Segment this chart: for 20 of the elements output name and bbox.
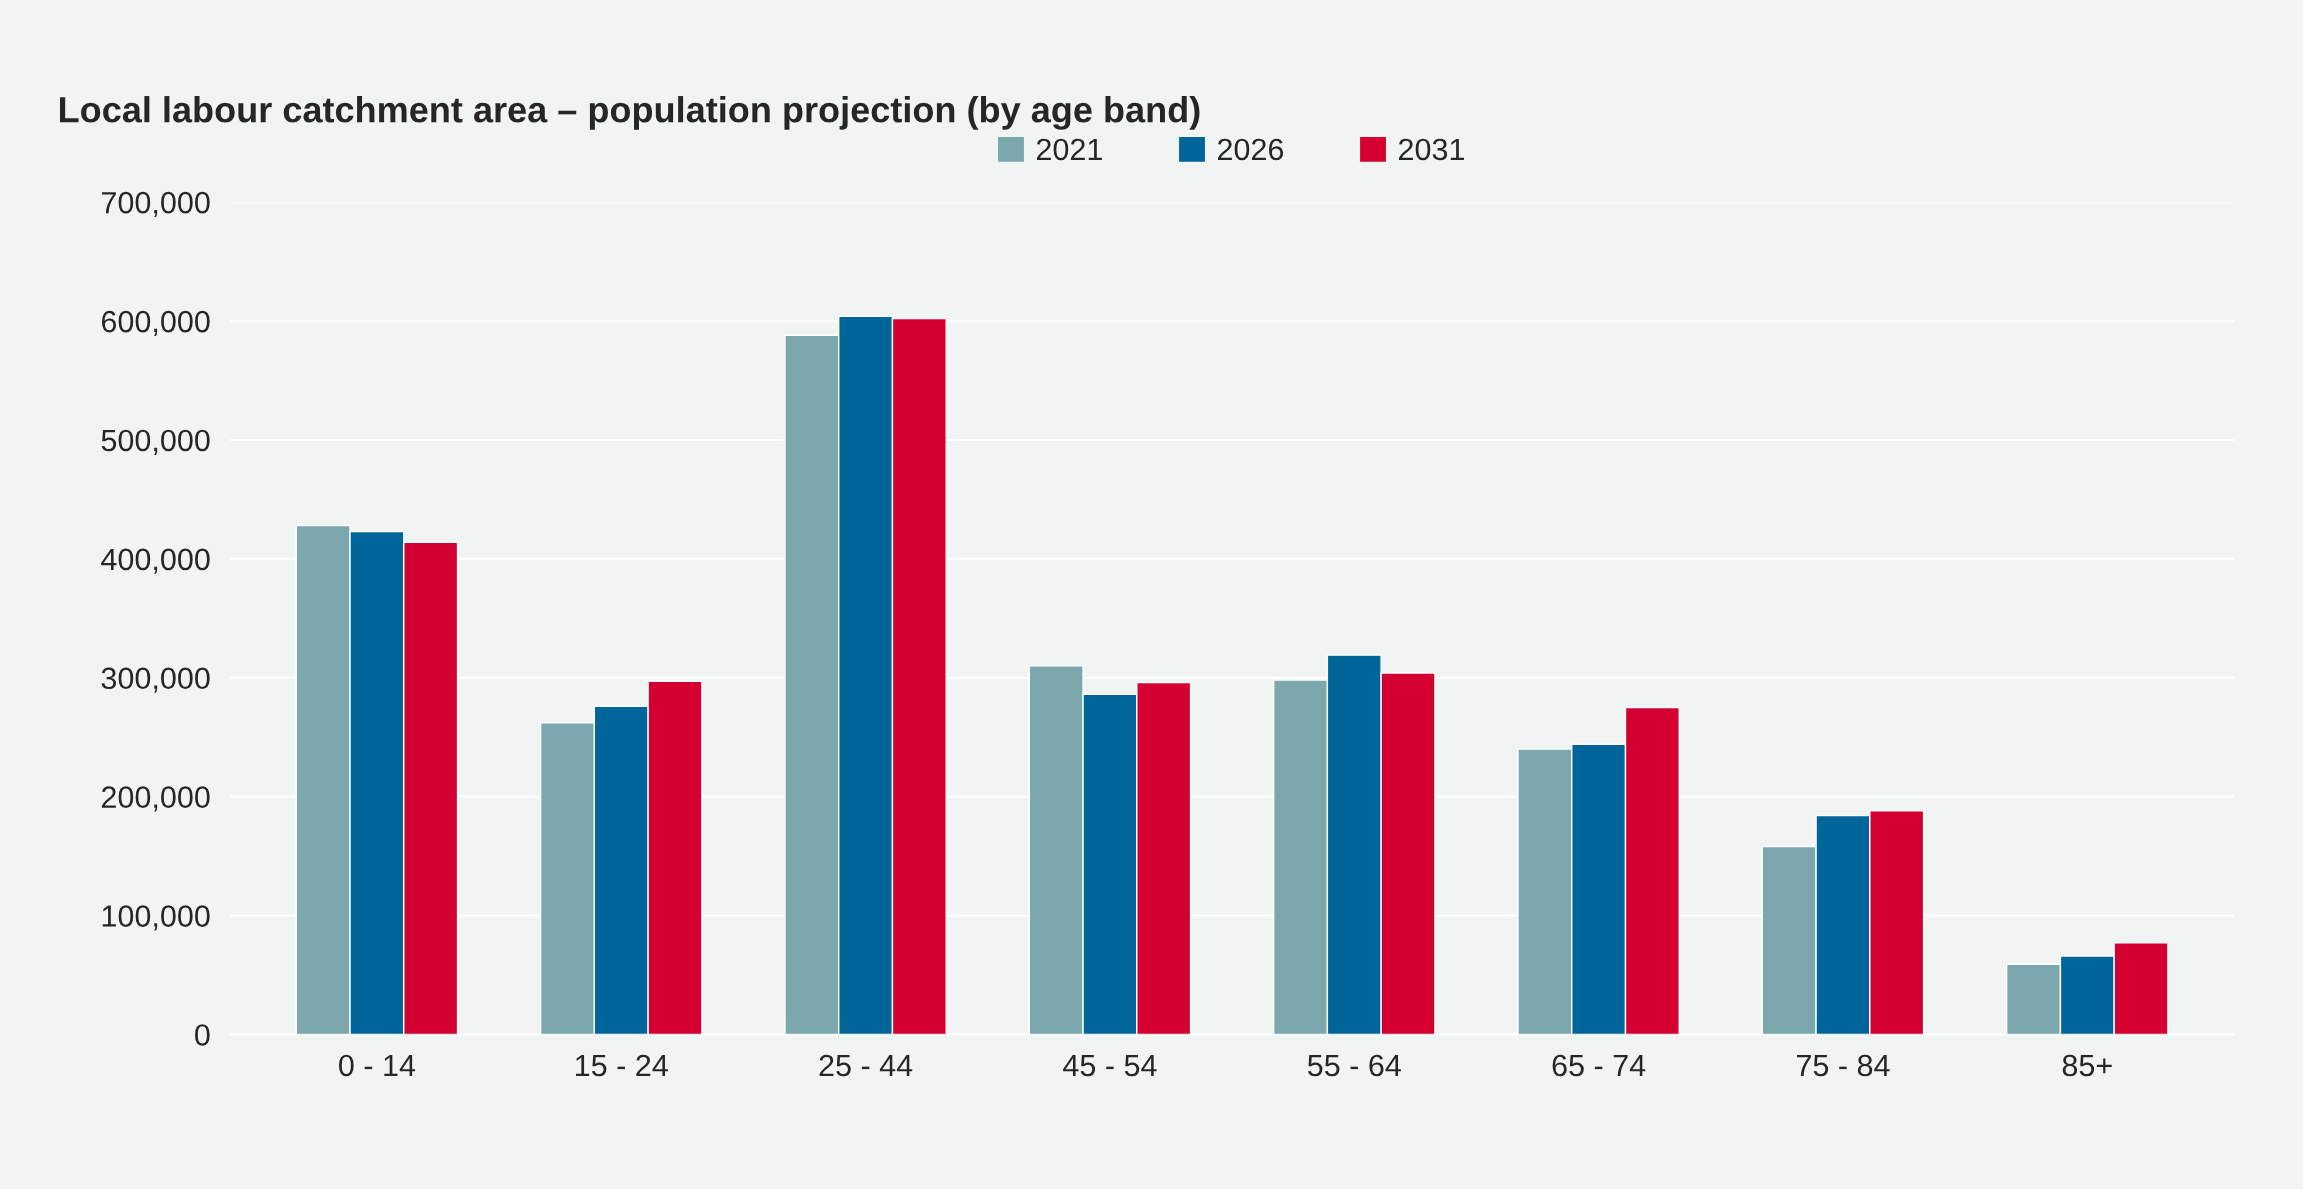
x-tick-label: 75 - 84 [1796, 1054, 1890, 1077]
y-tick-label: 100,000 [102, 905, 210, 931]
x-tick-label: 0 - 14 [339, 1054, 416, 1077]
y-tick-label: 500,000 [101, 429, 210, 455]
x-tick-label: 85+ [2062, 1054, 2112, 1077]
y-tick-label: 400,000 [101, 548, 210, 574]
y-tick-label: 600,000 [101, 310, 210, 337]
x-tick-label: 45 - 54 [1063, 1055, 1157, 1077]
y-tick-label: 0 [195, 1024, 210, 1046]
legend-label: 2026 [1217, 138, 1284, 161]
chart-title: Local labour catchment area – population projection (by age band) [59, 96, 1200, 130]
y-tick-label: 300,000 [101, 667, 210, 693]
y-tick-label: 200,000 [101, 786, 210, 812]
legend-label: 2021 [1036, 138, 1102, 161]
legend-label: 2031 [1399, 138, 1464, 161]
x-tick-label: 15 - 24 [576, 1054, 668, 1077]
x-tick-label: 25 - 44 [819, 1054, 913, 1077]
x-tick-label: 55 - 64 [1307, 1054, 1401, 1077]
x-tick-label: 65 - 74 [1552, 1054, 1646, 1077]
y-tick-label: 700,000 [101, 191, 210, 218]
